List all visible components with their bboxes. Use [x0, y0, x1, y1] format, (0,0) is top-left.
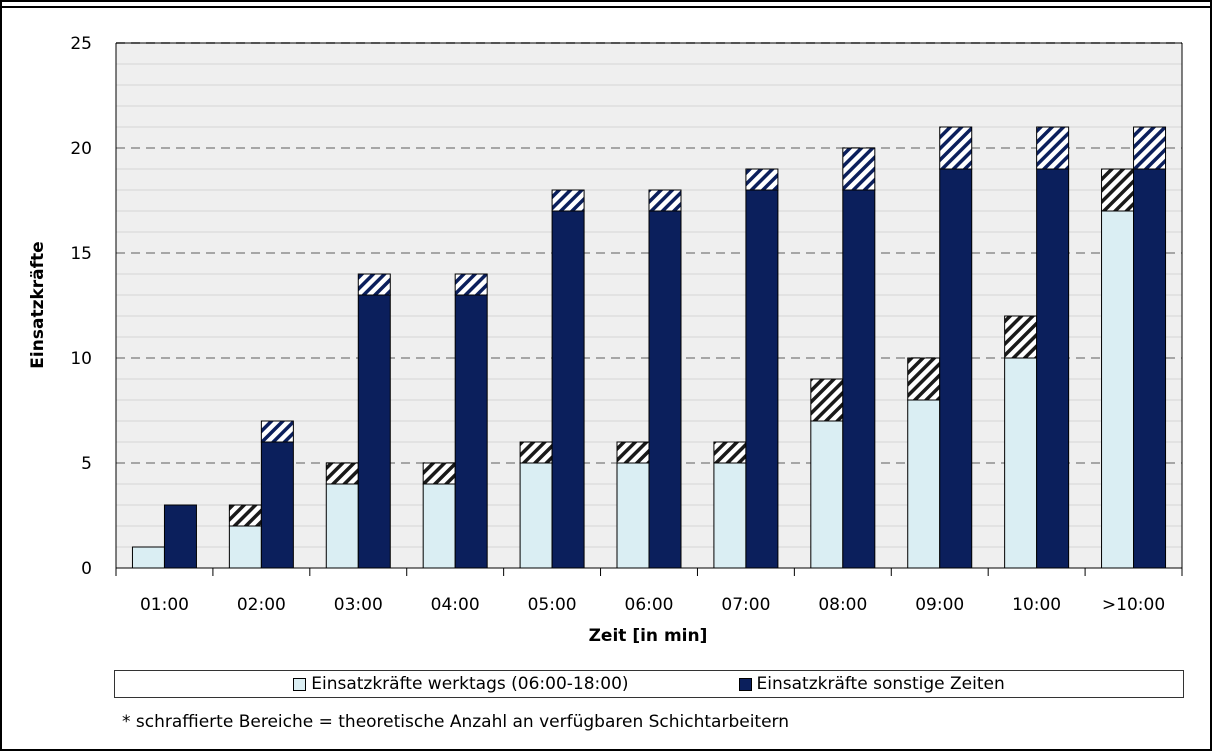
bar-werktags [1004, 357, 1038, 569]
bar-sonstige [842, 189, 876, 569]
bar-hatched-sonstige [260, 420, 294, 443]
bar-werktags [422, 483, 456, 569]
bar-hatched-sonstige [745, 168, 779, 191]
bar-sonstige [551, 210, 585, 569]
legend-item-werktags: Einsatzkräfte werktags (06:00-18:00) [293, 674, 629, 694]
bar-hatched-werktags [907, 357, 941, 401]
bar-hatched-sonstige [1036, 126, 1070, 170]
legend-label-sonstige: Einsatzkräfte sonstige Zeiten [756, 674, 1005, 694]
bar-werktags [907, 399, 941, 569]
y-tick-label: 15 [70, 244, 92, 264]
footnote: * schraffierte Bereiche = theoretische A… [122, 712, 790, 732]
bar-sonstige [745, 189, 779, 569]
bar-werktags [228, 525, 262, 569]
bar-werktags [713, 462, 747, 569]
legend-swatch-sonstige [738, 677, 752, 691]
y-tick-label: 5 [81, 454, 92, 474]
bar-sonstige [454, 294, 488, 569]
bar-hatched-sonstige [842, 147, 876, 191]
bar-hatched-sonstige [551, 189, 585, 212]
x-tick-label: 02:00 [237, 595, 286, 615]
x-tick-label: 10:00 [1012, 595, 1061, 615]
y-tick-label: 0 [81, 559, 92, 579]
bar-werktags [810, 420, 844, 569]
bar-hatched-werktags [1004, 315, 1038, 359]
x-tick-label: 09:00 [915, 595, 964, 615]
legend-item-sonstige: Einsatzkräfte sonstige Zeiten [738, 674, 1005, 694]
bar-hatched-werktags [228, 504, 262, 527]
bar-hatched-sonstige [357, 273, 391, 296]
bar-hatched-sonstige [648, 189, 682, 212]
bar-hatched-werktags [1101, 168, 1135, 212]
bar-hatched-werktags [810, 378, 844, 422]
bar-sonstige [648, 210, 682, 569]
bar-sonstige [1133, 168, 1167, 569]
bar-hatched-werktags [713, 441, 747, 464]
bar-werktags [1101, 210, 1135, 569]
bar-werktags [325, 483, 359, 569]
bar-werktags [519, 462, 553, 569]
x-tick-label: 08:00 [818, 595, 867, 615]
legend-label-werktags: Einsatzkräfte werktags (06:00-18:00) [311, 674, 629, 694]
x-tick-label: 01:00 [140, 595, 189, 615]
x-tick-label: 04:00 [431, 595, 480, 615]
bar-hatched-sonstige [939, 126, 973, 170]
x-tick-label: 07:00 [721, 595, 770, 615]
bar-hatched-werktags [616, 441, 650, 464]
y-tick-label: 10 [70, 349, 92, 369]
x-tick-label: 06:00 [625, 595, 674, 615]
y-axis-title: Einsatzkräfte [28, 241, 48, 369]
y-tick-label: 20 [70, 139, 92, 159]
plot-area: 0 5 10 15 20 25 01:00 02:00 03:00 04:00 05:00 06:00… [70, 34, 1183, 615]
bar-sonstige [1036, 168, 1070, 569]
bar-hatched-sonstige [1133, 126, 1167, 170]
bar-hatched-werktags [325, 462, 359, 485]
bar-sonstige [260, 441, 294, 569]
bar-hatched-werktags [422, 462, 456, 485]
x-tick-label: 05:00 [528, 595, 577, 615]
bar-werktags [131, 546, 165, 569]
bar-werktags [616, 462, 650, 569]
legend-swatch-werktags [293, 677, 307, 691]
x-tick-label: 03:00 [334, 595, 383, 615]
bar-sonstige [163, 504, 197, 569]
bar-hatched-werktags [519, 441, 553, 464]
y-tick-label: 25 [70, 34, 92, 54]
bar-sonstige [357, 294, 391, 569]
x-axis-title: Zeit [in min] [588, 626, 708, 646]
bar-sonstige [939, 168, 973, 569]
x-tick-label: >10:00 [1102, 595, 1165, 615]
bar-hatched-sonstige [454, 273, 488, 296]
legend: Einsatzkräfte werktags (06:00-18:00) Ein… [114, 670, 1184, 698]
